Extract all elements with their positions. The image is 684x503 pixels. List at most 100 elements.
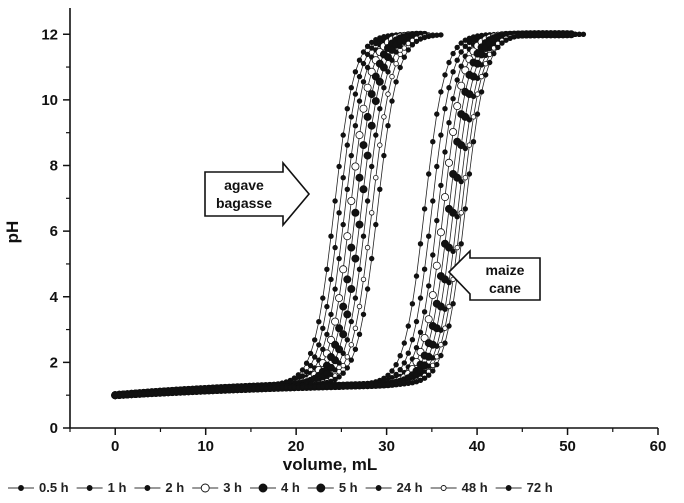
data-point	[340, 174, 346, 181]
data-point	[363, 112, 372, 121]
data-point	[363, 151, 372, 160]
data-point	[442, 72, 448, 78]
data-point	[324, 266, 330, 272]
data-point	[442, 105, 448, 112]
left-arrow-shape	[447, 249, 541, 301]
data-point	[434, 163, 440, 170]
maize-cane-curve	[111, 30, 572, 400]
data-point	[364, 51, 371, 58]
legend-item: 3 h	[192, 480, 242, 495]
data-point	[340, 362, 346, 369]
data-point	[352, 325, 359, 331]
legend-marker	[144, 485, 151, 491]
data-point	[355, 173, 364, 182]
data-point	[458, 241, 464, 247]
legend-marker	[258, 483, 268, 493]
legend: 0.5 h 1 h 2 h 3 h 4 h 5 h 24 h 48 h 72 h	[8, 480, 553, 495]
data-point	[316, 342, 322, 348]
x-tick-label: 40	[469, 438, 486, 455]
data-point	[474, 111, 481, 117]
data-point	[348, 84, 354, 91]
data-point	[454, 57, 460, 63]
data-point	[303, 360, 310, 366]
data-point	[336, 360, 342, 366]
data-point	[352, 91, 359, 97]
data-point	[450, 69, 456, 75]
data-point	[462, 43, 468, 49]
data-point	[381, 152, 387, 159]
maize-cane-curve	[112, 31, 578, 398]
data-point	[340, 132, 346, 138]
data-point	[352, 122, 359, 129]
legend-marker	[200, 483, 210, 493]
data-point	[359, 141, 368, 150]
data-point	[436, 228, 445, 237]
data-point	[409, 337, 416, 343]
data-point	[434, 217, 440, 224]
data-point	[454, 44, 460, 51]
data-point	[335, 345, 344, 354]
data-point	[340, 350, 346, 356]
data-point	[478, 89, 485, 95]
data-point	[316, 319, 322, 325]
data-point	[424, 315, 433, 324]
data-point	[483, 72, 489, 78]
data-point	[446, 119, 452, 126]
data-point	[495, 44, 501, 51]
data-point	[393, 362, 399, 368]
data-point	[328, 311, 334, 318]
data-point	[369, 163, 375, 170]
legend-item: 0.5 h	[8, 480, 69, 495]
data-point	[430, 138, 436, 145]
data-point	[348, 114, 354, 120]
data-point	[413, 273, 420, 279]
data-point	[409, 301, 416, 307]
data-point	[348, 318, 354, 325]
data-point	[438, 352, 444, 359]
data-point	[397, 367, 403, 373]
y-axis-title: pH	[3, 221, 22, 244]
data-point	[360, 233, 367, 239]
data-point	[344, 337, 350, 343]
x-tick-label: 0	[111, 438, 119, 455]
data-point	[351, 208, 360, 217]
data-point	[389, 98, 395, 104]
data-point	[450, 248, 456, 254]
data-point	[458, 40, 464, 46]
agave-bagasse-annotation: agave bagasse	[204, 160, 311, 228]
data-point	[389, 368, 395, 374]
data-point	[352, 295, 359, 301]
data-point	[454, 77, 460, 83]
legend-label: 48 h	[462, 480, 488, 495]
data-point	[381, 84, 387, 91]
agave-label: agave	[224, 177, 264, 193]
data-point	[457, 141, 466, 150]
data-point	[413, 345, 420, 351]
y-tick-label: 4	[50, 289, 59, 306]
legend-item: 48 h	[430, 480, 488, 495]
data-point	[339, 330, 348, 339]
data-point	[446, 279, 452, 286]
data-point	[336, 374, 342, 380]
maize-cane-curve	[111, 30, 576, 400]
data-point	[335, 294, 344, 303]
y-tick-label: 2	[50, 354, 58, 371]
data-point	[328, 233, 334, 239]
data-point	[320, 346, 326, 352]
data-point	[377, 142, 383, 148]
data-point	[442, 306, 448, 312]
data-point	[352, 69, 359, 75]
legend-marker	[316, 483, 326, 493]
data-point	[389, 73, 395, 80]
data-point	[450, 50, 456, 57]
data-point	[458, 178, 464, 185]
data-point	[453, 173, 462, 182]
data-point	[371, 72, 380, 81]
data-point	[421, 266, 428, 272]
data-point	[413, 38, 420, 45]
data-point	[417, 329, 424, 335]
x-axis-title: volume, mL	[283, 455, 377, 474]
data-point	[454, 213, 460, 220]
data-point	[347, 243, 356, 252]
